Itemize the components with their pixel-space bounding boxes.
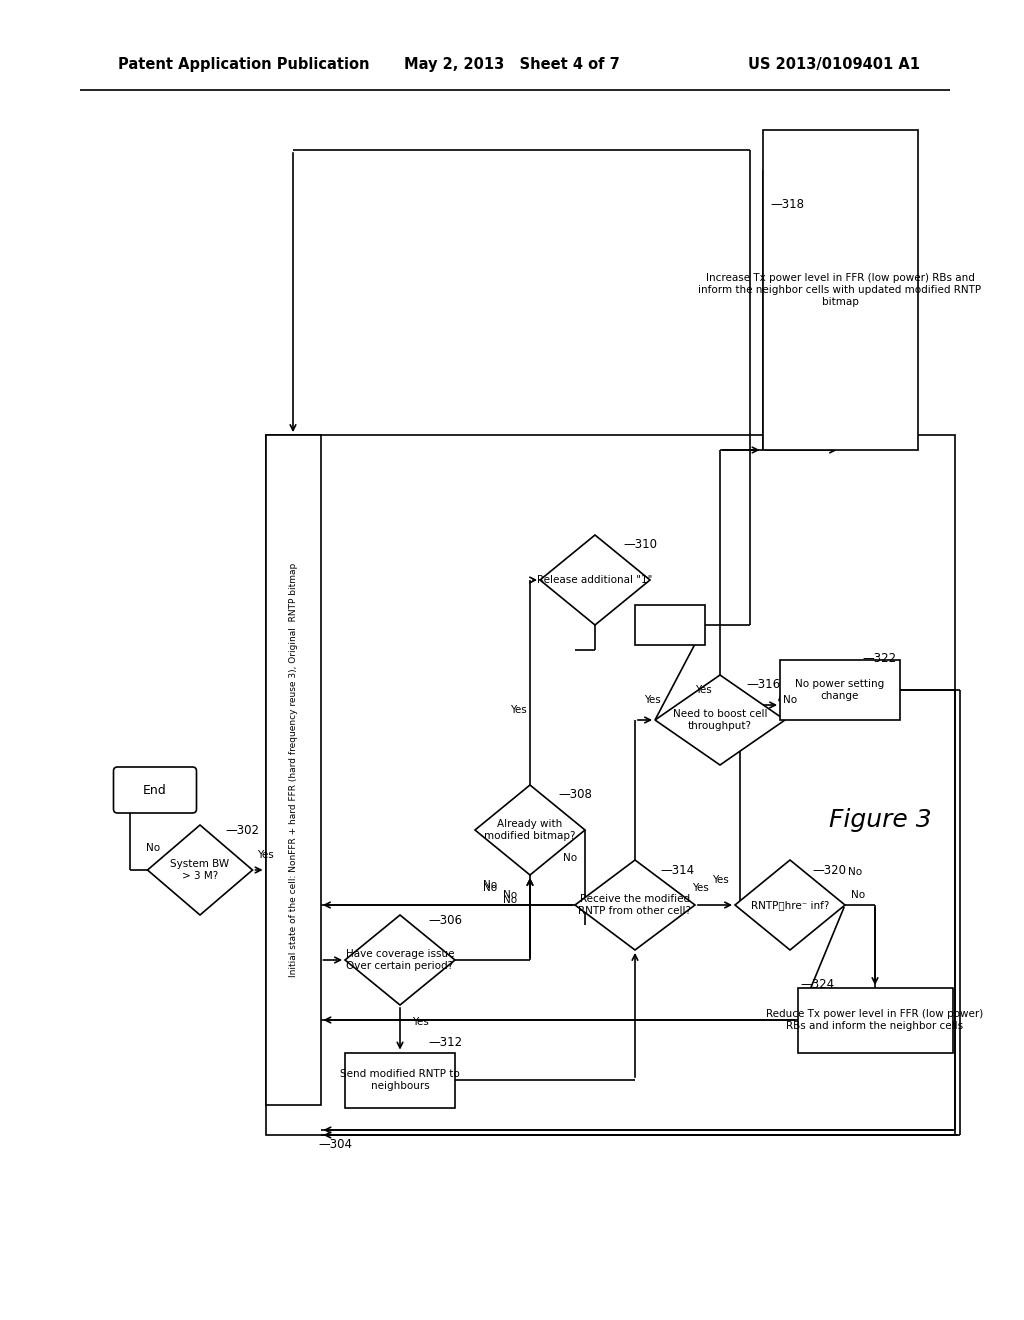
Text: —318: —318 [770,198,804,211]
Bar [345,1052,455,1107]
Text: Yes: Yes [510,705,526,715]
Text: No: No [563,853,578,863]
Text: —316: —316 [746,678,780,692]
Text: Need to boost cell
throughput?: Need to boost cell throughput? [673,709,767,731]
Text: No: No [503,895,517,906]
Text: Initial state of the cell: NonFFR + hard FFR (hard frequency reuse 3), Original : Initial state of the cell: NonFFR + hard… [289,562,298,977]
Text: No: No [783,696,797,705]
FancyBboxPatch shape [114,767,197,813]
Text: Yes: Yes [257,850,273,861]
Text: —304: —304 [318,1138,352,1151]
Text: RNTP₟hre⁻ inf?: RNTP₟hre⁻ inf? [751,900,829,909]
Text: No: No [483,880,497,890]
Text: No: No [503,890,517,900]
Text: No: No [483,883,497,894]
Text: —320: —320 [812,863,846,876]
Text: Reduce Tx power level in FFR (low power)
RBs and inform the neighbor cells: Reduce Tx power level in FFR (low power)… [766,1010,984,1031]
Text: Increase Tx power level in FFR (low power) RBs and
inform the neighbor cells wit: Increase Tx power level in FFR (low powe… [698,273,982,306]
Text: —308: —308 [558,788,592,801]
Text: End: End [143,784,167,796]
Text: Yes: Yes [694,685,712,696]
Text: Send modified RNTP to
neighbours: Send modified RNTP to neighbours [340,1069,460,1090]
Polygon shape [147,825,253,915]
Text: —312: —312 [428,1035,462,1048]
Polygon shape [475,785,585,875]
Bar [265,436,321,1105]
Text: Yes: Yes [644,696,660,705]
Text: No: No [146,843,160,853]
Text: Yes: Yes [691,883,709,894]
Text: —324: —324 [800,978,835,991]
Polygon shape [540,535,650,624]
Polygon shape [655,675,785,766]
Polygon shape [345,915,455,1005]
Bar [780,660,900,719]
Text: Figure 3: Figure 3 [828,808,931,832]
Text: No: No [848,867,862,876]
Bar [798,987,952,1052]
Text: Release additional "1": Release additional "1" [538,576,652,585]
Bar [265,436,955,1135]
Polygon shape [735,861,845,950]
Text: —314: —314 [660,863,694,876]
Text: No power setting
change: No power setting change [796,680,885,701]
Text: System BW
> 3 M?: System BW > 3 M? [170,859,229,880]
Text: —322: —322 [862,652,896,664]
Text: Already with
modified bitmap?: Already with modified bitmap? [484,820,575,841]
Text: Have coverage issue
Over certain period?: Have coverage issue Over certain period? [346,949,455,970]
Text: —310: —310 [623,539,657,552]
Bar [763,129,918,450]
Bar [635,605,705,645]
Text: Receive the modified
RNTP from other cell?: Receive the modified RNTP from other cel… [579,894,691,916]
Text: Patent Application Publication: Patent Application Publication [118,58,370,73]
Text: —302: —302 [225,824,259,837]
Text: Yes: Yes [712,875,728,884]
Text: —306: —306 [428,913,462,927]
Text: No: No [851,890,865,900]
Polygon shape [575,861,695,950]
Text: Yes: Yes [412,1016,428,1027]
Text: US 2013/0109401 A1: US 2013/0109401 A1 [748,58,920,73]
Text: May 2, 2013   Sheet 4 of 7: May 2, 2013 Sheet 4 of 7 [404,58,620,73]
